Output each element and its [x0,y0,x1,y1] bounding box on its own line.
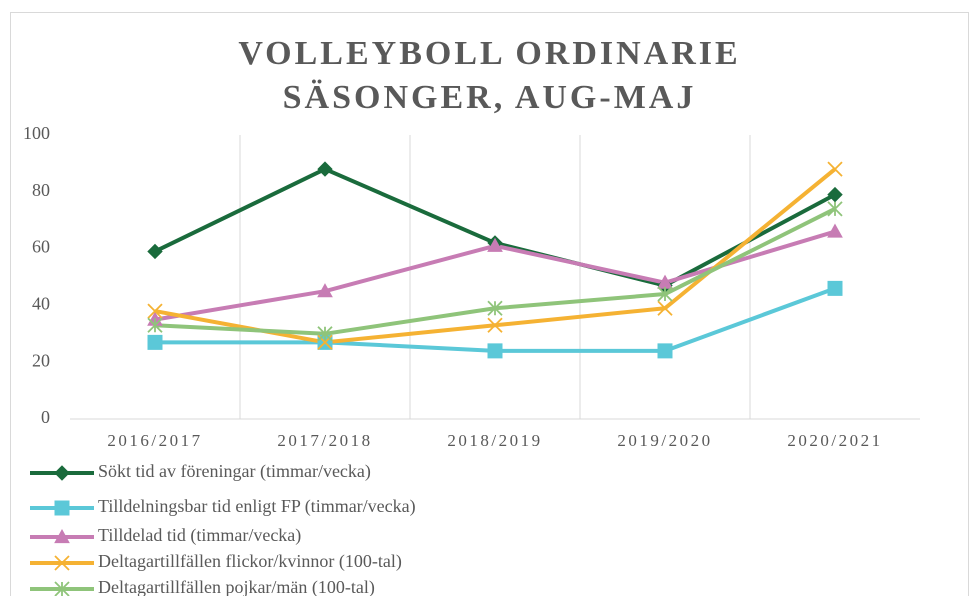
legend-label: Deltagartillfällen flickor/kvinnor (100-… [98,551,402,572]
marker [147,334,163,350]
legend-label: Deltagartillfällen pojkar/män (100-tal) [98,577,375,596]
marker [54,528,70,544]
y-tick-label: 80 [32,180,50,200]
marker [487,343,503,359]
marker [147,243,163,260]
x-tick-label: 2020/2021 [787,431,882,450]
chart-border [10,12,969,596]
marker [487,237,503,252]
series-line [154,167,836,288]
marker [54,465,70,481]
marker [54,555,70,571]
marker [827,161,843,177]
marker [827,186,843,203]
x-tick-label: 2017/2018 [277,431,372,450]
chart-title: VOLLEYBOLL ORDINARIE SÄSONGER, AUG-MAJ [238,35,741,116]
marker [657,286,673,302]
legend-label: Tilldelad tid (timmar/vecka) [98,525,301,546]
x-tick-label: 2016/2017 [107,431,202,450]
marker [317,161,333,177]
marker [657,300,673,316]
y-tick-label: 20 [32,350,50,370]
marker [54,500,70,516]
marker [317,283,333,298]
series-line [155,286,836,353]
marker [487,300,503,316]
marker [827,280,843,296]
marker [827,201,843,217]
marker [147,317,163,333]
marker [657,343,673,359]
legend-label: Tilldelningsbar tid enligt FP (timmar/ve… [98,496,416,517]
x-tick-label: 2019/2020 [617,431,712,450]
marker [147,303,163,319]
series-line [154,167,837,345]
legend-label: Sökt tid av föreningar (timmar/vecka) [98,461,371,482]
marker [487,317,503,333]
y-tick-label: 100 [23,123,50,143]
marker [827,223,843,238]
y-tick-label: 0 [41,407,50,427]
x-tick-label: 2018/2019 [447,431,542,450]
y-tick-label: 40 [32,294,50,314]
marker [317,326,333,342]
y-tick-label: 60 [32,237,50,257]
marker [54,581,70,596]
